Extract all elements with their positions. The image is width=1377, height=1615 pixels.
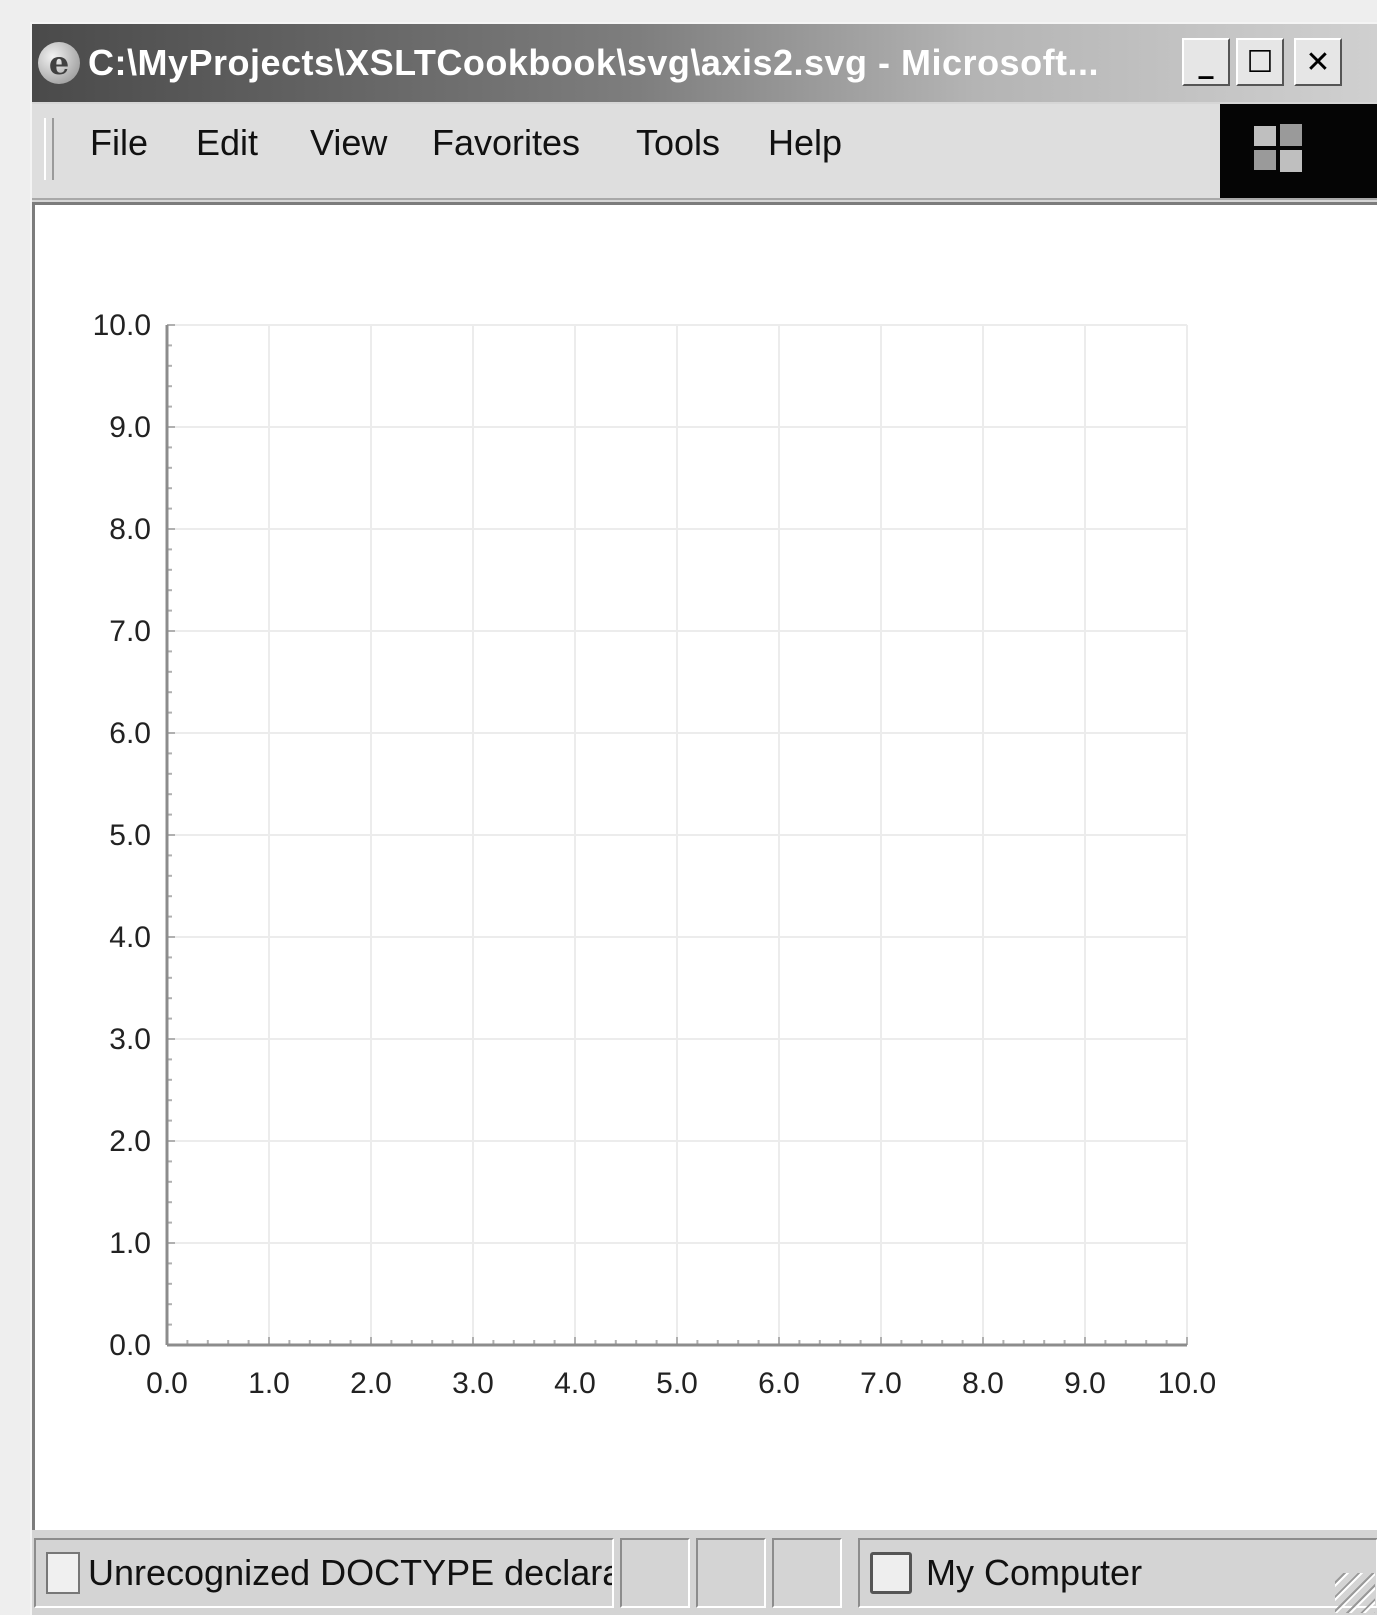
y-tick-label: 7.0 [109, 615, 151, 648]
menu-edit[interactable]: Edit [196, 122, 259, 163]
x-tick-label: 5.0 [656, 1367, 698, 1400]
title-bar[interactable]: e C:\MyProjects\XSLTCookbook\svg\axis2.s… [32, 24, 1377, 102]
status-pane-extra [772, 1538, 842, 1608]
internet-explorer-icon[interactable]: e [38, 42, 80, 84]
document-viewport[interactable]: 0.0 1.0 2.0 3.0 4.0 5.0 6.0 7.0 8.0 9.0 10.0 0.0 1.0… [32, 202, 1377, 1530]
menu-file[interactable]: File [90, 122, 149, 163]
x-tick-label: 2.0 [350, 1367, 392, 1400]
close-button[interactable]: ✕ [1294, 38, 1342, 86]
menu-tools[interactable]: Tools [636, 122, 721, 163]
status-pane-lock [696, 1538, 766, 1608]
status-zone-pane: My Computer [858, 1538, 1377, 1608]
windows-flag-icon [1254, 124, 1302, 172]
windows-logo-box [1220, 104, 1377, 198]
my-computer-icon [870, 1552, 912, 1594]
status-bar: Unrecognized DOCTYPE declarat My Compute… [32, 1530, 1377, 1615]
browser-window: e C:\MyProjects\XSLTCookbook\svg\axis2.s… [30, 22, 1377, 1615]
x-tick-label: 7.0 [860, 1367, 902, 1400]
y-tick-label: 2.0 [109, 1125, 151, 1158]
x-tick-label: 1.0 [248, 1367, 290, 1400]
window-title: C:\MyProjects\XSLTCookbook\svg\axis2.svg… [88, 42, 1100, 83]
status-message: Unrecognized DOCTYPE declarat [88, 1552, 614, 1593]
menu-help[interactable]: Help [768, 122, 843, 163]
y-tick-label: 9.0 [109, 411, 151, 444]
menu-favorites[interactable]: Favorites [432, 122, 581, 163]
resize-grip[interactable] [1335, 1573, 1375, 1613]
menu-view[interactable]: View [310, 122, 388, 163]
x-tick-label: 10.0 [1158, 1367, 1216, 1400]
status-zone: My Computer [926, 1552, 1143, 1593]
minimize-button[interactable]: _ [1182, 38, 1230, 86]
y-tick-label: 4.0 [109, 921, 151, 954]
y-tick-label: 6.0 [109, 717, 151, 750]
x-tick-label: 8.0 [962, 1367, 1004, 1400]
menu-grip-handle[interactable] [44, 118, 54, 180]
x-tick-label: 0.0 [146, 1367, 188, 1400]
x-tick-label: 3.0 [452, 1367, 494, 1400]
y-tick-label: 10.0 [93, 309, 151, 342]
status-message-pane: Unrecognized DOCTYPE declarat [34, 1538, 614, 1608]
x-tick-label: 9.0 [1064, 1367, 1106, 1400]
x-tick-label: 4.0 [554, 1367, 596, 1400]
axis-chart: 0.0 1.0 2.0 3.0 4.0 5.0 6.0 7.0 8.0 9.0 10.0 0.0 1.0… [93, 309, 1217, 1400]
y-tick-label: 8.0 [109, 513, 151, 546]
document-icon [46, 1552, 80, 1594]
status-pane-progress [620, 1538, 690, 1608]
y-tick-label: 5.0 [109, 819, 151, 852]
menu-bar: File Edit View Favorites Tools Help [32, 104, 1377, 200]
maximize-button[interactable]: ☐ [1236, 38, 1284, 86]
x-tick-label: 6.0 [758, 1367, 800, 1400]
y-tick-label: 1.0 [109, 1227, 151, 1260]
y-tick-label: 3.0 [109, 1023, 151, 1056]
y-tick-label: 0.0 [109, 1329, 151, 1362]
